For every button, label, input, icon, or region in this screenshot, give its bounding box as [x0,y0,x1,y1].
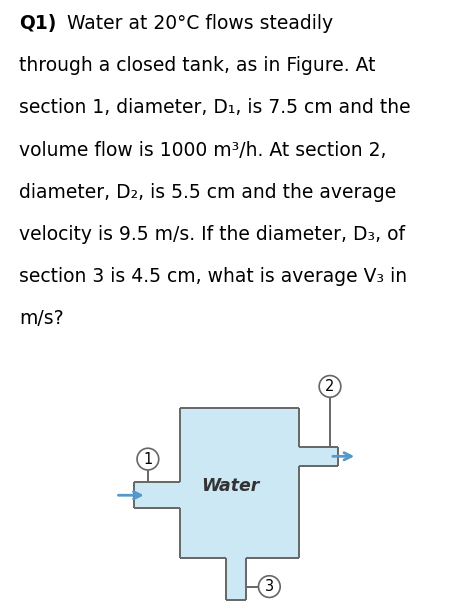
Bar [180,408,299,558]
Text: 2: 2 [325,379,335,394]
Bar [134,482,180,508]
Text: Water at 20°C flows steadily: Water at 20°C flows steadily [55,14,333,33]
Text: velocity is 9.5 m/s. If the diameter, D₃, of: velocity is 9.5 m/s. If the diameter, D₃… [19,224,405,244]
Text: Q1): Q1) [19,14,56,33]
Text: volume flow is 1000 m³/h. At section 2,: volume flow is 1000 m³/h. At section 2, [19,141,386,159]
Text: m/s?: m/s? [19,309,64,328]
Text: section 1, diameter, D₁, is 7.5 cm and the: section 1, diameter, D₁, is 7.5 cm and t… [19,98,410,117]
Circle shape [258,576,280,597]
Text: diameter, D₂, is 5.5 cm and the average: diameter, D₂, is 5.5 cm and the average [19,183,396,202]
Text: through a closed tank, as in Figure. At: through a closed tank, as in Figure. At [19,57,375,76]
Bar [226,558,246,600]
Circle shape [137,448,159,470]
Text: 3: 3 [265,579,274,594]
Text: Water: Water [201,477,259,495]
Bar [299,447,338,466]
Text: section 3 is 4.5 cm, what is average V₃ in: section 3 is 4.5 cm, what is average V₃ … [19,267,407,286]
Circle shape [319,376,341,397]
Text: 1: 1 [143,451,153,467]
